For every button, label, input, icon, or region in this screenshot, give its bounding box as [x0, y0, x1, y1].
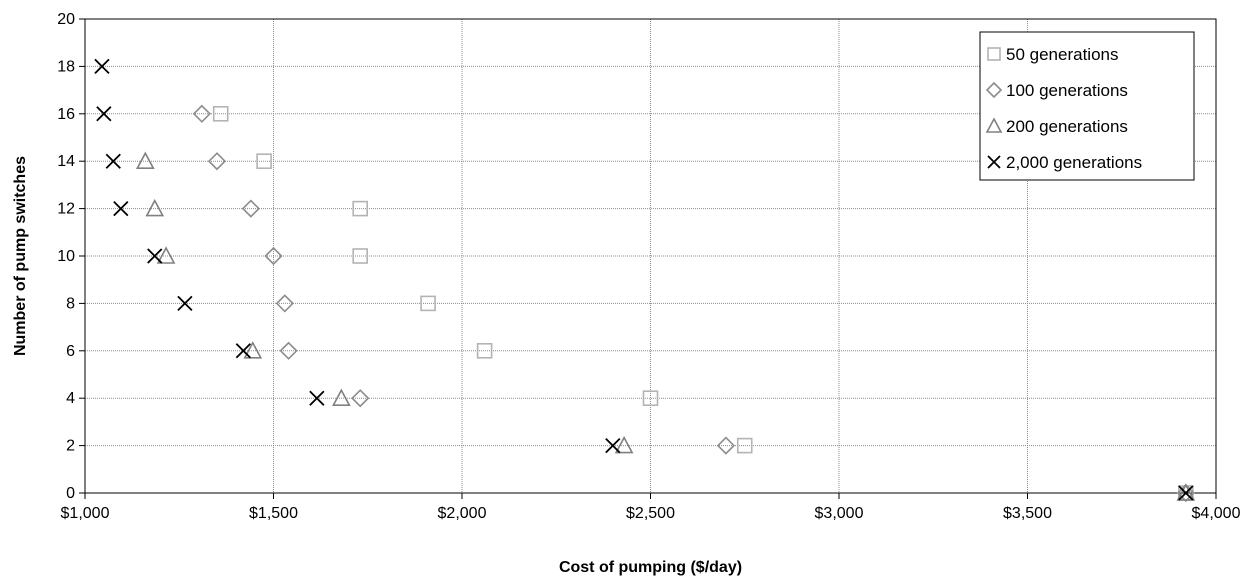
data-point [94, 58, 110, 75]
data-point [275, 294, 294, 313]
data-point [1178, 485, 1194, 501]
y-tick-label: 18 [57, 58, 75, 75]
x-tick-label: $1,000 [61, 505, 110, 522]
data-point [235, 343, 251, 359]
data-point [1176, 483, 1195, 503]
legend-label: 50 generations [1006, 45, 1118, 64]
data-point [352, 248, 369, 264]
data-point [207, 152, 227, 171]
y-axis-title: Number of pump switches [12, 156, 29, 356]
data-point [135, 151, 155, 169]
data-point [113, 200, 129, 217]
x-tick-label: $2,500 [626, 505, 675, 522]
y-tick-label: 14 [57, 153, 75, 170]
data-points-layer [94, 58, 1196, 503]
y-tick-label: 4 [66, 390, 75, 407]
legend-items: 50 generations 100 generations 200 generat… [985, 45, 1142, 172]
y-tick-label: 16 [57, 106, 75, 123]
data-point [96, 106, 112, 122]
x-tick-label: $3,500 [1003, 505, 1052, 522]
data-point [256, 153, 272, 169]
data-point [309, 390, 325, 406]
legend-label: 200 generations [1006, 117, 1128, 136]
data-point [264, 246, 283, 266]
y-tick-label: 6 [66, 343, 75, 360]
legend-entry: 200 generations [985, 117, 1128, 136]
series-x [94, 58, 1194, 501]
y-tick-label: 10 [57, 248, 75, 265]
data-point [614, 435, 634, 454]
legend-label: 2,000 generations [1006, 153, 1142, 172]
x-tick-label: $3,000 [815, 505, 864, 522]
data-point [147, 248, 163, 264]
series-diamond [192, 104, 1195, 503]
data-point [1176, 483, 1196, 501]
legend-marker [987, 155, 1001, 169]
y-tick-label: 2 [66, 438, 75, 455]
y-tick-label: 0 [66, 485, 75, 502]
legend-label: 100 generations [1006, 81, 1128, 100]
data-point [192, 104, 212, 123]
x-tick-label: $1,500 [249, 505, 298, 522]
series-triangle [135, 151, 1196, 501]
data-point [642, 390, 659, 407]
data-point [352, 200, 369, 217]
data-point [241, 199, 261, 218]
data-point [105, 153, 121, 169]
data-point [716, 436, 736, 455]
x-axis-title: Cost of pumping ($/day) [559, 559, 742, 576]
x-tick-label: $4,000 [1192, 505, 1241, 522]
data-point [212, 106, 229, 122]
data-point [736, 437, 753, 454]
legend-marker [985, 117, 1003, 133]
data-point [145, 198, 165, 217]
legend-marker [985, 81, 1003, 99]
tick-layer: 0 2 4 6 8 10 12 14 16 18 20 $1,000 $1,500 $2,000 $2,50… [57, 11, 1240, 522]
data-point [279, 341, 298, 360]
y-tick-label: 8 [66, 295, 75, 312]
legend-marker [987, 47, 1001, 61]
legend-entry: 50 generations [987, 45, 1118, 64]
data-point [243, 341, 263, 359]
data-point [351, 389, 370, 408]
data-point [177, 295, 193, 312]
data-point [332, 388, 351, 407]
data-point [420, 295, 436, 312]
y-tick-label: 12 [57, 201, 75, 218]
data-point [156, 246, 176, 264]
x-tick-label: $2,000 [438, 505, 487, 522]
data-point [605, 437, 621, 454]
data-point [476, 342, 493, 359]
legend-box [979, 31, 1195, 181]
legend-entry: 2,000 generations [987, 153, 1142, 172]
legend: 50 generations 100 generations 200 generat… [979, 31, 1195, 181]
legend-entry: 100 generations [985, 81, 1128, 100]
y-tick-label: 20 [57, 11, 75, 28]
